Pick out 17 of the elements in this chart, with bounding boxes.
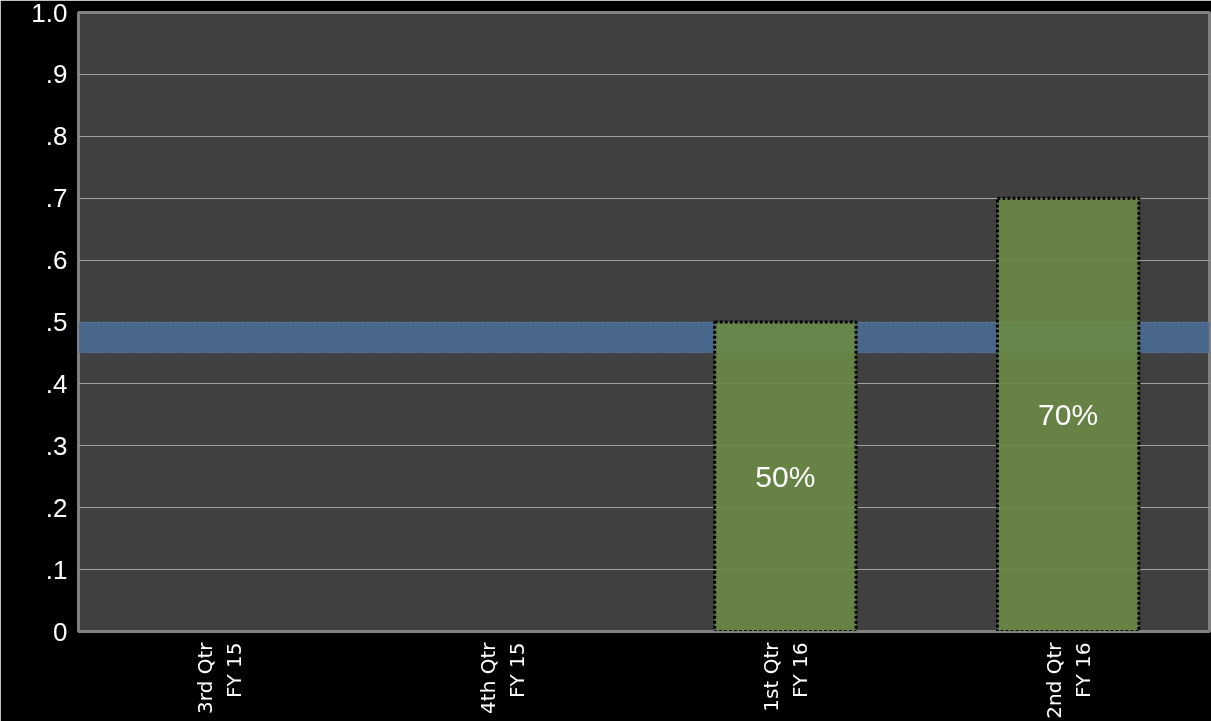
y-tick-label: .1 xyxy=(45,554,68,585)
y-tick-label: 0 xyxy=(53,616,68,647)
data-label: 70% xyxy=(1038,398,1099,432)
x-tick-label: 1st Qtr FY 16 xyxy=(758,641,812,712)
y-tick-label: .7 xyxy=(45,183,68,214)
y-tick-label: 1.0 xyxy=(31,0,68,28)
y-tick-label: .5 xyxy=(45,307,68,337)
data-label: 50% xyxy=(755,460,816,494)
y-tick-label: .3 xyxy=(45,430,68,461)
y-tick-label: .8 xyxy=(45,121,68,152)
y-tick-label: .4 xyxy=(45,368,68,399)
x-tick-label: 3rd Qtr FY 15 xyxy=(193,641,247,714)
y-tick-label: .6 xyxy=(45,245,68,276)
y-tick-label: .2 xyxy=(45,492,68,523)
x-tick-label: 2nd Qtr FY 16 xyxy=(1041,641,1095,719)
x-tick-label: 4th Qtr FY 15 xyxy=(476,641,530,714)
y-tick-label: .9 xyxy=(45,59,68,90)
